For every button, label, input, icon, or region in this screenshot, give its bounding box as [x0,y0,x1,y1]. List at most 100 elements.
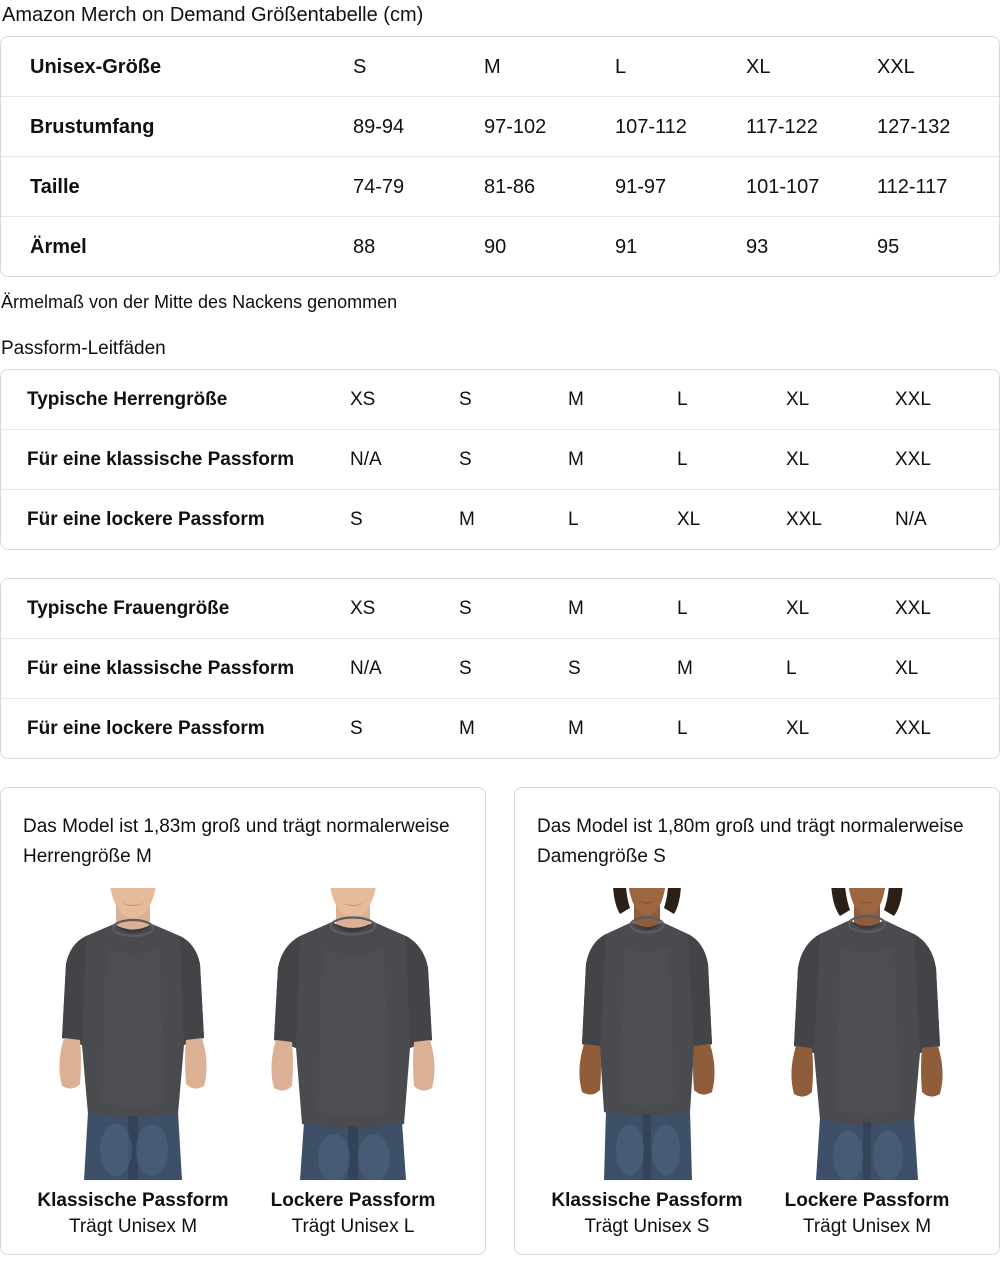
page-title: Amazon Merch on Demand Größentabelle (cm… [2,4,424,26]
mens-fit-card: Typische Herrengröße XS S M L XL XXL Für… [0,369,1000,550]
model-caption-classic: Klassische Passform Trägt Unisex S [537,1188,757,1240]
cell: L [568,489,677,549]
table-row: Taille 74-79 81-86 91-97 101-107 112-117 [1,156,999,217]
row-label: Taille [1,156,353,217]
cell: 112-117 [877,156,999,217]
row-label: Für eine lockere Passform [1,489,350,549]
cell: 95 [877,216,999,276]
panel-caption: Das Model ist 1,80m groß und trägt norma… [537,816,964,867]
cell: 90 [484,216,615,276]
cell: 117-122 [746,96,877,157]
mens-fit-table: Typische Herrengröße XS S M L XL XXL Für… [1,370,999,549]
cell: S [350,489,459,549]
cell: M [568,429,677,490]
cell: M [459,489,568,549]
table-row-header: Unisex-Größe S M L XL XXL [1,37,999,97]
col-header-l: L [677,388,688,410]
wears-size: Trägt Unisex L [291,1216,415,1237]
female-model-classic-fit-illustration [542,888,752,1180]
cell: L [786,638,895,699]
col-header-xxl: XXL [895,388,931,410]
table-row: Für eine klassische Passform N/A S M L X… [1,429,999,490]
male-model-classic-fit [28,888,238,1180]
model-caption-loose: Lockere Passform Trägt Unisex L [243,1188,463,1240]
row-label: Für eine lockere Passform [1,698,350,758]
cell: 88 [353,216,484,276]
cell: 127-132 [877,96,999,157]
cell: 97-102 [484,96,615,157]
col-header-l: L [677,597,688,619]
sleeve-measure-note: Ärmelmaß von der Mitte des Nackens genom… [1,292,398,312]
cell: S [568,638,677,699]
col-header-xxl: XXL [895,597,931,619]
table-row: Für eine lockere Passform S M M L XL XXL [1,698,999,758]
cell: S [350,698,459,758]
table-row-header: Typische Frauengröße XS S M L XL XXL [1,579,999,639]
cell: 91-97 [615,156,746,217]
unisex-measurements-card: Unisex-Größe S M L XL XXL Brustumfang 89… [0,36,1000,277]
cell: XL [786,698,895,758]
row-label: Für eine klassische Passform [1,638,350,699]
cell: M [677,638,786,699]
cell: N/A [895,489,999,549]
table-row: Brustumfang 89-94 97-102 107-112 117-122… [1,96,999,157]
table-row: Ärmel 88 90 91 93 95 [1,216,999,276]
row-label: Unisex-Größe [30,55,162,78]
cell: XL [786,429,895,490]
row-label: Typische Frauengröße [27,597,230,619]
col-header-xl: XL [786,597,810,619]
womens-model-panel: Das Model ist 1,80m groß und trägt norma… [514,787,1000,1255]
fit-name: Klassische Passform [37,1190,229,1211]
cell: XXL [786,489,895,549]
col-header-xxl: XXL [877,55,915,78]
panel-caption: Das Model ist 1,83m groß und trägt norma… [23,816,450,867]
unisex-measurements-table: Unisex-Größe S M L XL XXL Brustumfang 89… [1,37,999,276]
model-panels: Das Model ist 1,83m groß und trägt norma… [0,787,1000,1255]
row-label: Ärmel [1,216,353,276]
female-model-classic-fit [542,888,752,1180]
col-header-s: S [353,55,367,78]
cell: S [459,638,568,699]
fit-guides-heading: Passform-Leitfäden [1,338,166,359]
cell: 89-94 [353,96,484,157]
table-row: Für eine lockere Passform S M L XL XXL N… [1,489,999,549]
male-model-loose-fit [248,888,458,1180]
size-chart-page: Amazon Merch on Demand Größentabelle (cm… [0,4,1000,1255]
cell: S [459,429,568,490]
model-caption-classic: Klassische Passform Trägt Unisex M [23,1188,243,1240]
wears-size: Trägt Unisex S [584,1216,710,1237]
row-label: Für eine klassische Passform [1,429,350,490]
row-label: Typische Herrengröße [27,388,228,410]
fit-name: Lockere Passform [270,1190,436,1211]
col-header-s: S [459,597,472,619]
male-model-loose-fit-illustration [248,888,458,1180]
cell: 74-79 [353,156,484,217]
female-model-loose-fit-illustration [762,888,972,1180]
col-header-xl: XL [746,55,771,78]
female-model-loose-fit [762,888,972,1180]
col-header-xs: XS [350,388,376,410]
fit-name: Klassische Passform [551,1190,743,1211]
cell: 93 [746,216,877,276]
fit-name: Lockere Passform [784,1190,950,1211]
model-images [537,888,977,1180]
cell: N/A [350,638,459,699]
model-captions: Klassische Passform Trägt Unisex M Locke… [23,1188,463,1240]
womens-fit-table: Typische Frauengröße XS S M L XL XXL Für… [1,579,999,758]
cell: 107-112 [615,96,746,157]
cell: XL [895,638,999,699]
mens-model-panel: Das Model ist 1,83m groß und trägt norma… [0,787,486,1255]
wears-size: Trägt Unisex M [68,1216,198,1237]
male-model-classic-fit-illustration [28,888,238,1180]
cell: N/A [350,429,459,490]
col-header-l: L [615,55,627,78]
col-header-m: M [568,597,584,619]
col-header-m: M [568,388,584,410]
cell: L [677,698,786,758]
wears-size: Trägt Unisex M [802,1216,932,1237]
model-captions: Klassische Passform Trägt Unisex S Locke… [537,1188,977,1240]
cell: L [677,429,786,490]
womens-fit-card: Typische Frauengröße XS S M L XL XXL Für… [0,578,1000,759]
model-caption-loose: Lockere Passform Trägt Unisex M [757,1188,977,1240]
cell: XXL [895,429,999,490]
